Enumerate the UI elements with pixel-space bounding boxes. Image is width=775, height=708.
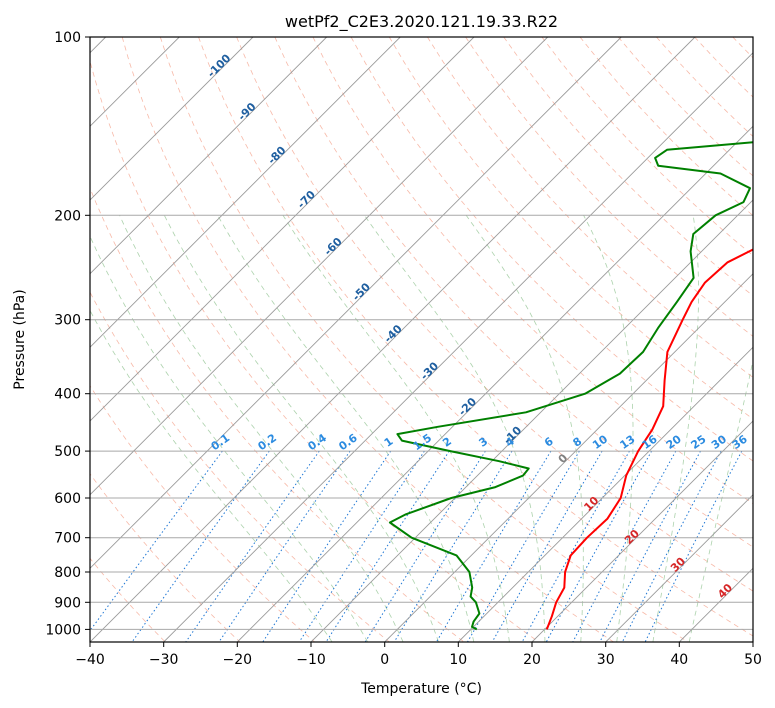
- moist-adiabat-line: [90, 235, 369, 642]
- x-tick-label: 30: [597, 652, 615, 668]
- dry-adiabat-line: [312, 37, 753, 505]
- y-tick-label: 900: [54, 595, 81, 611]
- y-tick-label: 800: [54, 565, 81, 581]
- isotherm-line: [90, 37, 475, 422]
- x-tick-label: −20: [223, 652, 253, 668]
- isotherm-line: [90, 37, 549, 496]
- x-tick-label: −30: [149, 652, 179, 668]
- moist-adiabat-line: [364, 215, 546, 642]
- dry-adiabat-line: [274, 37, 753, 548]
- x-tick-label: −10: [296, 652, 326, 668]
- moist-adiabat-line: [90, 309, 333, 642]
- dry-adiabat-line: [90, 473, 241, 642]
- y-tick-label: 100: [54, 30, 81, 46]
- dry-adiabat-line: [771, 37, 775, 642]
- mixing-ratio-line: [491, 450, 603, 642]
- mixing-ratio-line: [599, 450, 701, 642]
- dry-adiabat-line: [350, 37, 753, 462]
- isotherm-line: [236, 125, 753, 642]
- isotherm-line: [605, 494, 753, 642]
- chart-title: wetPf2_C2E3.2020.121.19.33.R22: [285, 12, 558, 32]
- mixing-ratio-line: [621, 450, 722, 642]
- y-axis-title: Pressure (hPa): [12, 289, 28, 389]
- isotherm-line: [90, 37, 401, 348]
- dry-adiabat-line: [90, 59, 540, 642]
- dry-adiabat-line: [503, 37, 753, 297]
- isotherm-line: [90, 37, 254, 201]
- moist-adiabat-line: [282, 215, 510, 642]
- dry-adiabat-line: [90, 385, 315, 642]
- dry-adiabat-line: [236, 37, 753, 592]
- y-tick-label: 200: [54, 208, 81, 224]
- x-tick-label: 50: [744, 652, 762, 668]
- x-tick-label: 40: [670, 652, 688, 668]
- isotherm-line: [163, 52, 753, 642]
- background-lines: [90, 37, 775, 642]
- x-axis-title: Temperature (°C): [360, 681, 482, 697]
- isotherm-line: [90, 37, 328, 275]
- y-tick-label: 400: [54, 387, 81, 403]
- mixing-ratio-line: [572, 450, 677, 642]
- dry-adiabat-line: [90, 557, 166, 642]
- isotherm-line: [531, 420, 753, 642]
- dry-adiabat-line: [90, 187, 465, 642]
- y-tick-label: 1000: [45, 622, 81, 638]
- dry-adiabat-line: [121, 37, 614, 642]
- dry-adiabat-line: [90, 291, 390, 642]
- mixing-ratio-line: [298, 450, 425, 642]
- mixing-ratio-line: [644, 450, 743, 642]
- moist-adiabat-line: [163, 215, 439, 642]
- mixing-ratio-line: [545, 450, 653, 642]
- mixing-ratio-line: [521, 450, 630, 642]
- y-tick-label: 500: [54, 444, 81, 460]
- axes: −40 −30 −20 −10 0 10 20 30 40 50 100 200 300 400 500 60…: [45, 30, 762, 668]
- y-tick-label: 600: [54, 491, 81, 507]
- mixing-ratio-line: [90, 450, 223, 632]
- mixing-ratio-line: [218, 450, 351, 642]
- isotherm-line: [457, 346, 753, 642]
- temperature-line: [545, 248, 753, 630]
- x-tick-label: −40: [75, 652, 105, 668]
- x-tick-label: 10: [449, 652, 467, 668]
- y-tick-label: 700: [54, 531, 81, 547]
- moist-adiabat-line: [688, 358, 753, 642]
- isotherm-line: [752, 641, 753, 642]
- moist-adiabat-line: [465, 215, 584, 642]
- isotherm-line: [310, 199, 753, 642]
- moist-adiabat-line: [652, 215, 699, 642]
- moist-adiabat-line: [119, 215, 404, 642]
- x-tick-label: 20: [523, 652, 541, 668]
- mixing-ratio-line: [185, 450, 320, 642]
- y-tick-label: 300: [54, 313, 81, 329]
- mixing-ratio-line: [262, 450, 392, 642]
- moist-adiabat-line: [583, 215, 634, 642]
- dewpoint-line: [388, 141, 753, 631]
- dry-adiabat-line: [198, 37, 753, 637]
- moist-adiabat-line: [217, 215, 475, 642]
- plot-frame: [89, 36, 754, 643]
- isotherm-line: [384, 273, 753, 642]
- isotherm-line: [90, 37, 622, 569]
- profile-lines: [388, 141, 753, 631]
- x-tick-label: 0: [380, 652, 389, 668]
- isotherm-line: [90, 37, 696, 642]
